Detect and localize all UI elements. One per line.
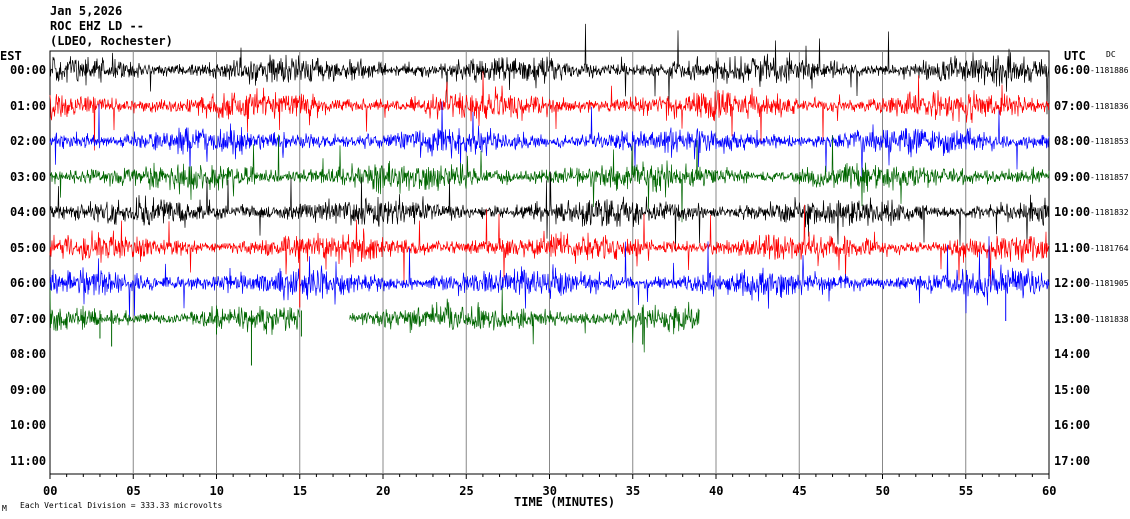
est-row-label: 10:00 — [10, 418, 47, 432]
x-tick-label: 55 — [958, 484, 974, 498]
date-label: Jan 5,2026 — [50, 4, 123, 18]
utc-row-label: 17:00 — [1054, 453, 1091, 468]
x-tick-label: 50 — [875, 484, 890, 498]
x-tick-label: 35 — [625, 484, 641, 498]
x-tick-label: 10 — [209, 484, 224, 498]
trace-row-2 — [49, 101, 1050, 179]
x-tick-label: 20 — [376, 484, 391, 498]
est-row-label: 03:00 — [10, 169, 47, 184]
est-row-label: 05:00 — [10, 240, 47, 255]
trace-row-0 — [49, 23, 1050, 115]
x-tick-label: 60 — [1042, 484, 1057, 498]
dc-offset-value: -1181832 — [1090, 208, 1129, 217]
utc-row-label: 07:00 — [1054, 98, 1091, 113]
x-tick-label: 30 — [542, 484, 557, 498]
dc-offset-value: -1181905 — [1090, 279, 1129, 288]
x-tick-label: 00 — [43, 484, 58, 498]
trace-row-5 — [49, 204, 1050, 285]
footer-mark: M — [2, 504, 7, 513]
utc-row-label: 08:00 — [1054, 134, 1091, 148]
x-tick-label: 15 — [292, 484, 308, 498]
utc-row-label: 16:00 — [1054, 418, 1091, 432]
est-row-label: 02:00 — [10, 134, 47, 148]
trace-row-7 — [349, 287, 700, 353]
dc-offset-value: -1181853 — [1090, 137, 1129, 146]
utc-row-label: 14:00 — [1054, 347, 1091, 361]
network-label: (LDEO, Rochester) — [50, 34, 173, 48]
est-row-label: 06:00 — [10, 276, 47, 290]
dc-offset-value: -1181857 — [1090, 172, 1129, 182]
est-row-label: 04:00 — [10, 205, 47, 219]
trace-row-4 — [49, 171, 1050, 252]
footer-note: Each Vertical Division = 333.33 microvol… — [20, 501, 223, 510]
x-tick-label: 05 — [126, 484, 141, 498]
station-label: ROC EHZ LD -- — [50, 19, 144, 33]
utc-axis-title: UTC — [1064, 49, 1086, 63]
x-tick-label: 40 — [709, 484, 724, 498]
trace-row-7 — [49, 282, 300, 335]
trace-row-1 — [49, 71, 1050, 151]
utc-row-label: 11:00 — [1054, 240, 1091, 255]
dc-label: DC — [1106, 50, 1116, 59]
est-row-label: 07:00 — [10, 311, 47, 326]
dc-offset-value: -1181764 — [1090, 243, 1129, 253]
utc-row-label: 12:00 — [1054, 276, 1091, 290]
dc-offset-value: -1181838 — [1090, 314, 1129, 324]
utc-row-label: 13:00 — [1054, 311, 1091, 326]
utc-row-label: 09:00 — [1054, 169, 1091, 184]
est-row-label: 09:00 — [10, 382, 47, 397]
est-row-label: 11:00 — [10, 453, 47, 468]
trace-row-3 — [49, 134, 1050, 223]
est-row-label: 00:00 — [10, 63, 47, 77]
est-row-label: 01:00 — [10, 98, 47, 113]
utc-row-label: 15:00 — [1054, 382, 1091, 397]
x-axis-title: TIME (MINUTES) — [514, 495, 616, 509]
utc-row-label: 10:00 — [1054, 205, 1091, 219]
x-tick-label: 45 — [792, 484, 807, 498]
trace-row-6 — [49, 236, 1050, 320]
x-tick-label: 25 — [459, 484, 474, 498]
dc-offset-value: -1181886 — [1090, 66, 1129, 75]
utc-row-label: 06:00 — [1054, 63, 1091, 77]
est-row-label: 08:00 — [10, 347, 47, 361]
est-axis-title: EST — [0, 49, 22, 63]
dc-offset-value: -1181836 — [1090, 101, 1129, 111]
